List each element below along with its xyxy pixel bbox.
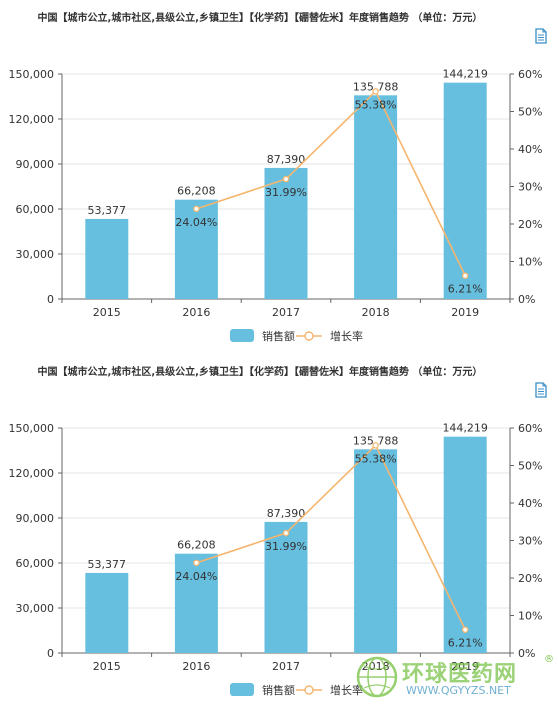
bar-value-label: 87,390	[267, 507, 306, 520]
right-tick-label: 60%	[518, 422, 542, 435]
left-tick-label: 90,000	[16, 158, 55, 171]
right-tick-label: 20%	[518, 218, 542, 231]
growth-point	[461, 272, 469, 279]
left-tick-label: 0	[47, 647, 54, 660]
left-tick-label: 150,000	[9, 422, 55, 435]
left-tick-label: 90,000	[16, 512, 55, 525]
right-tick-label: 10%	[518, 256, 542, 269]
chart-title: 中国【城市公立,城市社区,县级公立,乡镇卫生】【化学药】【硼替佐米】年度销售趋势…	[37, 13, 483, 24]
left-tick-label: 60,000	[16, 557, 55, 570]
bar-value-label: 135,788	[353, 434, 399, 447]
growth-value-label: 24.04%	[175, 216, 217, 229]
bar	[264, 167, 308, 299]
legend-swatch-bar	[230, 683, 254, 696]
left-tick-label: 120,000	[9, 113, 55, 126]
bar-value-label: 53,377	[88, 204, 127, 217]
growth-point	[282, 529, 290, 537]
left-tick-label: 0	[47, 293, 54, 306]
bar	[264, 521, 308, 653]
chart-canvas: 0 30,000 60,000 90,000 120,000 150,000 0% 10% 20…	[9, 422, 543, 697]
left-tick-label: 60,000	[16, 203, 55, 216]
x-tick-label: 2016	[182, 306, 210, 319]
document-icon[interactable]	[534, 28, 548, 44]
bar-value-label: 87,390	[267, 153, 306, 166]
right-tick-label: 10%	[518, 610, 542, 623]
chart-panel-1: 中国【城市公立,城市社区,县级公立,乡镇卫生】【化学药】【硼替佐米】年度销售趋势…	[0, 0, 558, 352]
document-icon[interactable]	[534, 382, 548, 398]
x-tick-label: 2019	[451, 660, 479, 673]
right-tick-label: 60%	[518, 68, 542, 81]
legend-label: 增长率	[330, 683, 363, 697]
x-tick-label: 2015	[93, 306, 121, 319]
growth-value-label: 55.38%	[355, 452, 397, 465]
x-tick-label: 2019	[451, 306, 479, 319]
bar-value-label: 53,377	[88, 558, 127, 571]
growth-point	[372, 442, 379, 449]
bar	[174, 199, 218, 299]
left-tick-label: 150,000	[9, 68, 55, 81]
legend-swatch-marker	[304, 685, 314, 695]
growth-value-label: 24.04%	[175, 570, 217, 583]
globe-leaf-logo	[356, 656, 398, 698]
bar-value-label: 66,208	[177, 185, 216, 198]
growth-value-label: 31.99%	[265, 540, 307, 553]
growth-line	[196, 89, 466, 277]
legend-label: 销售额	[262, 683, 295, 697]
x-tick-label: 2017	[272, 306, 300, 319]
bar-value-label: 144,219	[442, 68, 488, 81]
right-tick-label: 50%	[518, 460, 542, 473]
left-tick-label: 30,000	[16, 602, 55, 615]
bar	[85, 572, 129, 653]
x-tick-label: 2018	[362, 306, 390, 319]
growth-value-label: 31.99%	[265, 186, 307, 199]
bar	[174, 553, 218, 653]
watermark-text: 环球医药网	[402, 662, 518, 687]
right-tick-label: 0%	[518, 293, 535, 306]
x-tick-label: 2015	[93, 660, 121, 673]
bar	[443, 436, 487, 653]
right-tick-label: 40%	[518, 497, 542, 510]
legend-label: 增长率	[330, 329, 363, 343]
bar	[443, 82, 487, 299]
x-tick-label: 2017	[272, 660, 300, 673]
watermark: 环球医药网 ® WWW.QGYYZS.NET	[354, 654, 554, 702]
right-tick-label: 30%	[518, 535, 542, 548]
right-tick-label: 20%	[518, 572, 542, 585]
bar	[354, 95, 398, 300]
right-tick-label: 30%	[518, 181, 542, 194]
registered-mark: ®	[544, 654, 554, 665]
growth-line	[196, 443, 466, 631]
growth-value-label: 6.21%	[448, 283, 483, 296]
bar	[85, 218, 129, 299]
bar	[354, 449, 398, 653]
watermark-url: WWW.QGYYZS.NET	[406, 684, 511, 697]
legend-swatch-marker	[304, 331, 314, 341]
growth-point	[193, 559, 200, 567]
bar-value-label: 66,208	[177, 539, 216, 552]
growth-point	[193, 205, 200, 213]
chart-canvas: 0 30,000 60,000 90,000 120,000 150,000 0% 10% 20…	[9, 68, 543, 343]
right-tick-label: 50%	[518, 106, 542, 119]
bar-value-label: 144,219	[442, 422, 488, 435]
growth-point	[282, 175, 290, 183]
chart-panel-2: 中国【城市公立,城市社区,县级公立,乡镇卫生】【化学药】【硼替佐米】年度销售趋势…	[0, 354, 558, 706]
x-tick-label: 2016	[182, 660, 210, 673]
left-tick-label: 30,000	[16, 248, 55, 261]
right-tick-label: 0%	[518, 647, 535, 660]
growth-value-label: 6.21%	[448, 637, 483, 650]
right-tick-label: 40%	[518, 143, 542, 156]
growth-value-label: 55.38%	[355, 98, 397, 111]
chart-title: 中国【城市公立,城市社区,县级公立,乡镇卫生】【化学药】【硼替佐米】年度销售趋势…	[37, 367, 483, 378]
legend-label: 销售额	[262, 329, 295, 343]
growth-point	[372, 88, 379, 95]
growth-point	[461, 626, 469, 633]
left-tick-label: 120,000	[9, 467, 55, 480]
legend-swatch-bar	[230, 329, 254, 342]
bar-value-label: 135,788	[353, 80, 399, 93]
